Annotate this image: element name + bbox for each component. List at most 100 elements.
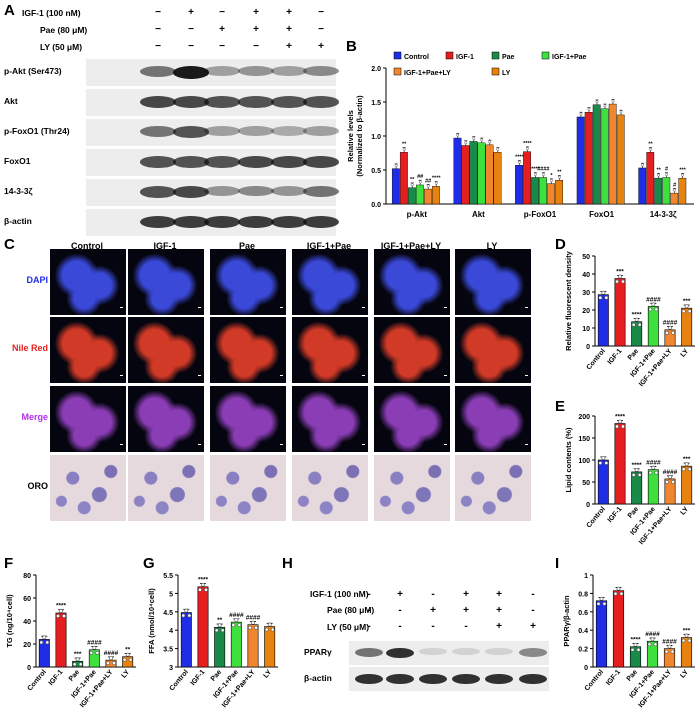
- data-point: [601, 456, 606, 460]
- treatment-sign: -: [531, 589, 535, 600]
- data-point: [234, 618, 239, 623]
- data-point: [684, 633, 689, 638]
- data-point: [657, 173, 661, 177]
- data-point: [92, 645, 97, 650]
- micrograph-oro: [128, 455, 204, 521]
- data-point: [125, 652, 130, 657]
- x-tick-label: Pae: [627, 506, 640, 520]
- y-axis-label: Lipid contents (%): [564, 427, 573, 492]
- bar: [423, 188, 432, 205]
- bar: [264, 626, 276, 668]
- x-tick-label: p-FoxO1: [524, 210, 557, 219]
- bar: [461, 145, 470, 205]
- data-point: [472, 136, 476, 140]
- significance-mark: #: [673, 182, 676, 188]
- bar: [180, 612, 192, 668]
- data-point: [668, 325, 672, 330]
- significance-mark: **: [410, 177, 415, 183]
- blot-band: [452, 674, 480, 685]
- micrograph-oro: [374, 455, 450, 521]
- significance-mark: ####: [229, 612, 244, 619]
- data-point: [667, 644, 672, 649]
- data-point: [181, 613, 186, 618]
- treatment-sign: −: [188, 41, 194, 52]
- treatment-sign: +: [219, 24, 225, 35]
- chart-d: Relative fluorescent density 0 10 20 30 40 50 C…: [564, 250, 695, 388]
- bar: [681, 307, 693, 347]
- data-point: [270, 627, 275, 632]
- significance-mark: ****: [56, 603, 67, 610]
- treatment-sign: −: [318, 7, 324, 18]
- treatment-ly-label: LY (50 μM): [40, 42, 83, 52]
- panel-label-e: E: [555, 398, 566, 415]
- significance-mark: ****: [632, 462, 643, 469]
- y-tick-label: 40: [582, 272, 590, 279]
- x-tick-label: Pae: [627, 348, 640, 362]
- data-point: [603, 104, 607, 108]
- y-tick-label: 5: [169, 591, 173, 598]
- y-tick-label: 150: [578, 436, 590, 443]
- data-point: [601, 290, 606, 295]
- y-axis-label: Relative levels: [346, 110, 355, 162]
- h-igf-label: IGF-1 (100 nM): [310, 589, 369, 599]
- y-tick-label: 1.5: [371, 100, 381, 107]
- data-point: [648, 307, 653, 312]
- data-point: [615, 279, 619, 284]
- micrograph-merge: [292, 386, 368, 452]
- significance-mark: ####: [645, 631, 660, 638]
- data-point: [541, 173, 545, 176]
- column-heading: IGF-1+Pae: [306, 241, 352, 251]
- data-point: [418, 180, 422, 184]
- data-point: [687, 467, 692, 472]
- significance-mark: ****: [531, 167, 540, 173]
- y-tick-label: 5.5: [163, 573, 173, 580]
- bar: [38, 639, 50, 668]
- scale-bar: [120, 444, 123, 445]
- data-point: [598, 461, 603, 465]
- data-point: [496, 147, 500, 151]
- scale-bar: [120, 307, 123, 308]
- treatment-sign: -: [431, 589, 435, 600]
- treatment-sign: −: [155, 7, 161, 18]
- blot-strip: [86, 58, 336, 86]
- data-point: [670, 649, 675, 654]
- blot-band: [173, 96, 209, 108]
- treatment-sign: -: [398, 605, 402, 616]
- blot-band: [204, 186, 240, 196]
- data-point: [426, 184, 430, 188]
- significance-mark: ####: [646, 296, 661, 303]
- blot-band: [204, 156, 240, 168]
- data-point: [488, 140, 492, 144]
- y-tick-label: 200: [578, 414, 590, 421]
- data-point: [201, 582, 205, 587]
- micrograph-nile-red: [128, 317, 204, 383]
- data-point: [237, 623, 242, 628]
- data-point: [631, 472, 636, 477]
- blot-label: β-actin: [304, 673, 332, 683]
- significance-mark: ####: [537, 167, 549, 173]
- data-point: [39, 640, 44, 645]
- blot-band: [303, 96, 339, 108]
- significance-mark: ****: [632, 312, 643, 319]
- x-tick-label: LY: [120, 669, 131, 680]
- blot-band: [140, 216, 176, 228]
- micrograph-merge: [455, 386, 531, 452]
- x-tick-label: LY: [679, 348, 690, 359]
- data-point: [681, 638, 686, 643]
- data-point: [618, 274, 622, 279]
- scale-bar: [525, 375, 528, 376]
- bar: [681, 465, 693, 505]
- scale-bar: [444, 375, 447, 376]
- data-point: [630, 647, 635, 652]
- data-point: [557, 175, 561, 179]
- data-point: [616, 586, 621, 591]
- legend-label: IGF-1+Pae+LY: [404, 70, 451, 77]
- data-point: [109, 656, 113, 661]
- bar: [469, 141, 478, 205]
- y-tick-label: 1.0: [371, 134, 381, 141]
- y-tick-label: 4: [169, 628, 173, 635]
- legend-swatch: [541, 51, 550, 60]
- data-point: [72, 662, 77, 667]
- bar: [523, 151, 531, 205]
- data-point: [56, 614, 60, 618]
